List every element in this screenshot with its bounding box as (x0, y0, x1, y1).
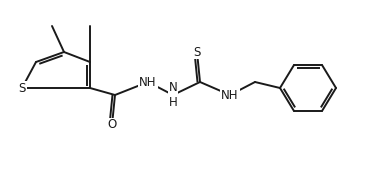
Text: NH: NH (221, 89, 239, 101)
Text: N
H: N H (169, 81, 178, 109)
Text: S: S (18, 82, 26, 94)
Text: S: S (193, 46, 201, 58)
Text: NH: NH (139, 76, 157, 89)
Text: O: O (107, 119, 117, 132)
